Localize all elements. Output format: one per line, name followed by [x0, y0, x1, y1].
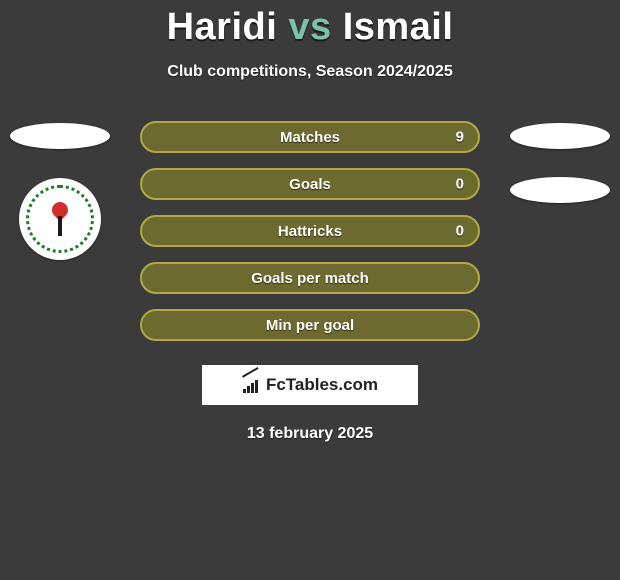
player2-name: Ismail [343, 6, 454, 48]
stat-label: Goals per match [251, 270, 369, 287]
player2-photo-placeholder [510, 123, 610, 149]
stat-value-right: 0 [456, 223, 464, 240]
stat-label: Min per goal [266, 317, 354, 334]
comparison-card: Haridi vs Ismail Club competitions, Seas… [0, 0, 620, 443]
date-label: 13 february 2025 [0, 425, 620, 443]
stat-row-matches: Matches 9 [140, 121, 480, 153]
player1-club-badge [19, 178, 101, 260]
player1-photo-placeholder [10, 123, 110, 149]
badge-ring [26, 185, 94, 253]
vs-separator: vs [288, 6, 331, 48]
stat-label: Hattricks [278, 223, 342, 240]
stat-label: Goals [289, 176, 331, 193]
page-title: Haridi vs Ismail [0, 6, 620, 49]
stat-value-right: 0 [456, 176, 464, 193]
player1-name: Haridi [167, 6, 278, 48]
stat-value-right: 9 [456, 129, 464, 146]
brand-link[interactable]: FcTables.com [202, 365, 418, 405]
stat-row-hattricks: Hattricks 0 [140, 215, 480, 247]
chart-icon [242, 377, 262, 393]
stat-row-goals-per-match: Goals per match [140, 262, 480, 294]
stat-row-min-per-goal: Min per goal [140, 309, 480, 341]
brand-text: FcTables.com [266, 375, 378, 395]
subtitle: Club competitions, Season 2024/2025 [0, 63, 620, 81]
torch-icon [48, 202, 72, 236]
stat-row-goals: Goals 0 [140, 168, 480, 200]
stat-label: Matches [280, 129, 340, 146]
player2-club-placeholder [510, 177, 610, 203]
